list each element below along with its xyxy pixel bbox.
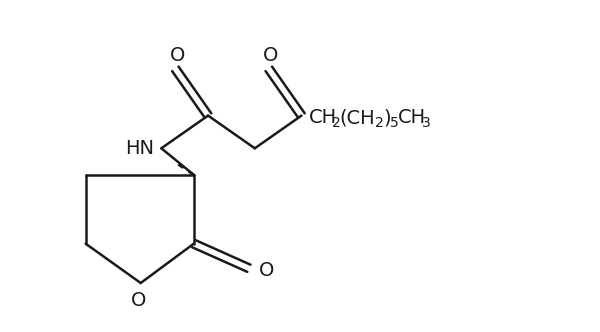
Text: O: O: [259, 261, 274, 280]
Text: CH: CH: [308, 108, 337, 127]
Text: 2: 2: [375, 117, 384, 130]
Text: 2: 2: [332, 117, 341, 130]
Text: ): ): [383, 108, 391, 127]
Text: O: O: [131, 291, 146, 310]
Text: CH: CH: [398, 108, 426, 127]
Text: O: O: [263, 45, 278, 65]
Text: 3: 3: [422, 117, 430, 130]
Text: HN: HN: [125, 139, 154, 158]
Text: (CH: (CH: [340, 108, 376, 127]
Text: O: O: [170, 45, 185, 65]
Text: 5: 5: [390, 117, 399, 130]
